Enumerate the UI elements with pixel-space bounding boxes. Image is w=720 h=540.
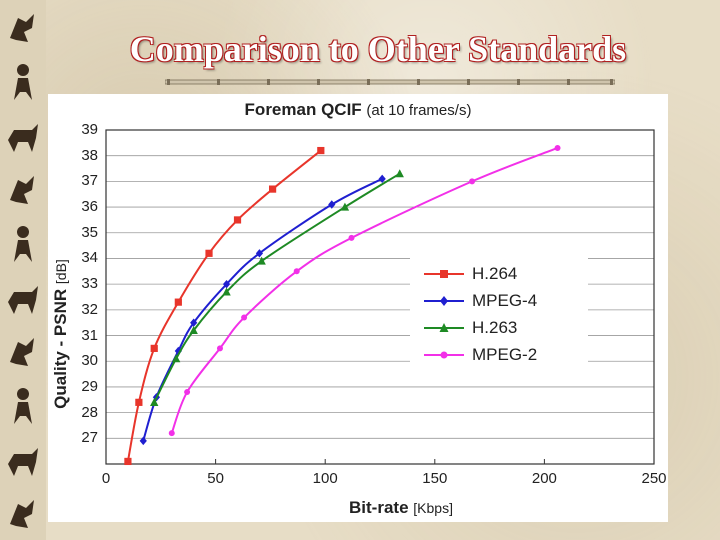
slide-title: Comparison to Other Standards — [129, 29, 627, 69]
y-tick-label-8: 35 — [81, 223, 98, 241]
data-point-2-6 — [395, 169, 404, 178]
legend-item-2: H.263 — [410, 316, 588, 340]
y-tick-label-3: 30 — [81, 352, 98, 370]
legend: H.264 MPEG-4 H.263 MPEG-2 — [410, 252, 588, 378]
data-point-2-2 — [189, 326, 198, 334]
y-tick-label-6: 33 — [81, 275, 98, 293]
data-point-3-0 — [168, 430, 175, 437]
legend-item-3: MPEG-2 — [410, 343, 588, 367]
legend-swatch-3 — [424, 351, 464, 359]
y-tick-label-2: 29 — [81, 377, 98, 395]
data-point-3-7 — [554, 144, 561, 151]
figure-glyph-icon — [14, 226, 32, 262]
y-tick-label-9: 36 — [81, 198, 98, 216]
x-axis-unit: [Kbps] — [413, 500, 453, 516]
animal-glyph-icon — [8, 124, 38, 152]
legend-swatch-2 — [424, 323, 464, 332]
x-tick-label-1: 50 — [207, 470, 224, 487]
x-tick-label-2: 100 — [312, 470, 338, 487]
chart-panel: Foreman QCIF (at 10 frames/s) Quality - … — [48, 94, 668, 522]
data-point-0-7 — [317, 146, 325, 155]
x-tick-label-3: 150 — [422, 470, 448, 487]
data-point-2-5 — [340, 202, 350, 211]
figure-glyph-icon — [14, 64, 32, 100]
x-tick-label-4: 200 — [531, 470, 557, 487]
data-point-1-0 — [139, 436, 147, 446]
legend-item-1: MPEG-4 — [410, 289, 588, 313]
x-tick-label-5: 250 — [641, 470, 667, 487]
legend-label-0: H.264 — [472, 264, 518, 283]
data-point-2-4 — [257, 256, 266, 265]
data-point-1-3 — [190, 318, 198, 327]
data-point-1-5 — [255, 249, 264, 258]
animal-glyph-icon — [8, 286, 38, 314]
data-point-0-3 — [174, 298, 182, 306]
data-point-2-1 — [171, 354, 181, 363]
animal-glyph-icon — [8, 448, 38, 476]
legend-item-0: H.264 — [410, 262, 588, 286]
x-axis-label: Bit-rate [Kbps] — [148, 498, 654, 518]
data-point-3-3 — [241, 314, 248, 321]
figure-glyph-icon — [14, 388, 32, 424]
plot-area — [105, 129, 655, 466]
y-tick-label-0: 27 — [81, 429, 98, 447]
y-tick-label-11: 38 — [81, 146, 98, 164]
data-point-3-5 — [348, 234, 355, 241]
legend-label-1: MPEG-4 — [472, 291, 538, 310]
y-tick-label-4: 31 — [81, 326, 98, 344]
bird-glyph-icon — [10, 176, 34, 204]
data-point-1-7 — [378, 174, 386, 184]
data-point-3-4 — [293, 268, 300, 275]
chart-subtitle: (at 10 frames/s) — [366, 102, 472, 119]
y-tick-label-10: 37 — [81, 172, 98, 190]
data-point-1-6 — [328, 200, 336, 209]
data-point-1-4 — [222, 279, 231, 289]
chart-title: Foreman QCIF (at 10 frames/s) — [48, 100, 668, 120]
legend-label-2: H.263 — [472, 318, 518, 337]
data-point-0-5 — [233, 216, 242, 224]
data-point-2-3 — [222, 287, 231, 296]
data-point-2-0 — [150, 397, 159, 406]
decorative-border — [0, 0, 46, 540]
bird-glyph-icon — [10, 500, 34, 528]
data-point-0-2 — [150, 344, 158, 352]
y-tick-label-5: 32 — [81, 300, 98, 318]
legend-swatch-1 — [424, 296, 464, 306]
y-tick-label-1: 28 — [81, 403, 98, 421]
bird-glyph-icon — [10, 14, 34, 42]
data-point-3-2 — [216, 345, 223, 352]
data-point-3-6 — [469, 178, 476, 185]
y-tick-label-12: 39 — [81, 121, 98, 138]
legend-swatch-0 — [424, 270, 464, 278]
chart-title-main: Foreman QCIF — [244, 100, 362, 119]
data-point-0-6 — [268, 185, 277, 193]
x-axis-label-text: Bit-rate — [349, 498, 409, 517]
series-line-h264 — [126, 149, 322, 462]
bird-glyph-icon — [10, 338, 34, 366]
title-rule — [165, 79, 615, 85]
legend-label-3: MPEG-2 — [472, 345, 538, 364]
data-point-3-1 — [184, 389, 191, 396]
y-tick-label-7: 34 — [81, 249, 98, 267]
data-point-0-4 — [205, 249, 213, 257]
data-point-0-0 — [124, 457, 132, 466]
plot-frame — [105, 129, 655, 465]
x-tick-label-0: 0 — [101, 470, 111, 487]
data-point-0-1 — [135, 398, 143, 406]
